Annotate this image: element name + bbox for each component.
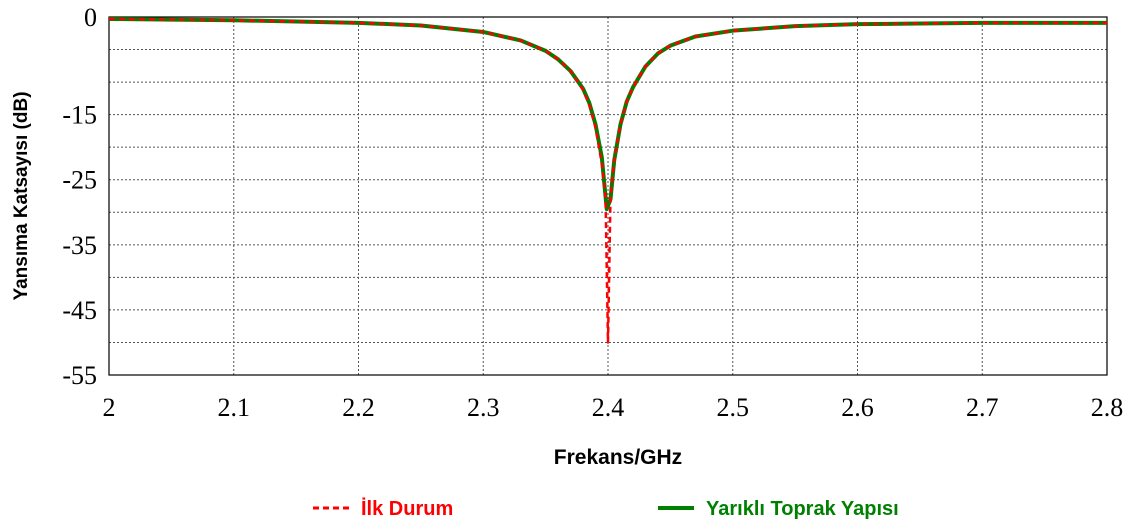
x-tick-label: 2.6: [841, 393, 874, 422]
series-layer: [108, 16, 1107, 344]
y-tick-label: 0: [84, 3, 97, 32]
y-axis-label: Yansıma Katsayısı (dB): [11, 91, 32, 300]
x-tick-label: 2.3: [467, 393, 500, 422]
x-tick-label: 2.7: [966, 393, 999, 422]
x-tick-label: 2: [103, 393, 116, 422]
y-tick-labels: 0 -15 -25 -35 -45 -55: [62, 3, 97, 390]
y-tick-label: -15: [62, 101, 97, 130]
y-tick-label: -55: [62, 361, 97, 390]
legend-label: Yarıklı Toprak Yapısı: [706, 498, 899, 520]
series-line-ilk-durum: [108, 17, 1107, 344]
legend: İlk Durum Yarıklı Toprak Yapısı: [313, 497, 899, 520]
x-tick-label: 2.5: [717, 393, 750, 422]
x-tick-label: 2.4: [592, 393, 625, 422]
x-tick-label: 2.2: [342, 393, 375, 422]
legend-label: İlk Durum: [361, 497, 453, 520]
x-axis-label: Frekans/GHz: [554, 446, 682, 469]
x-tick-label: 2.1: [218, 393, 251, 422]
x-tick-labels: 2 2.1 2.2 2.3 2.4 2.5 2.6 2.7 2.8: [103, 393, 1124, 422]
y-tick-label: -45: [62, 296, 97, 325]
y-tick-label: -25: [62, 166, 97, 195]
x-tick-label: 2.8: [1091, 393, 1124, 422]
plot-area-frame: [108, 16, 1108, 376]
y-tick-label: -35: [62, 231, 97, 260]
